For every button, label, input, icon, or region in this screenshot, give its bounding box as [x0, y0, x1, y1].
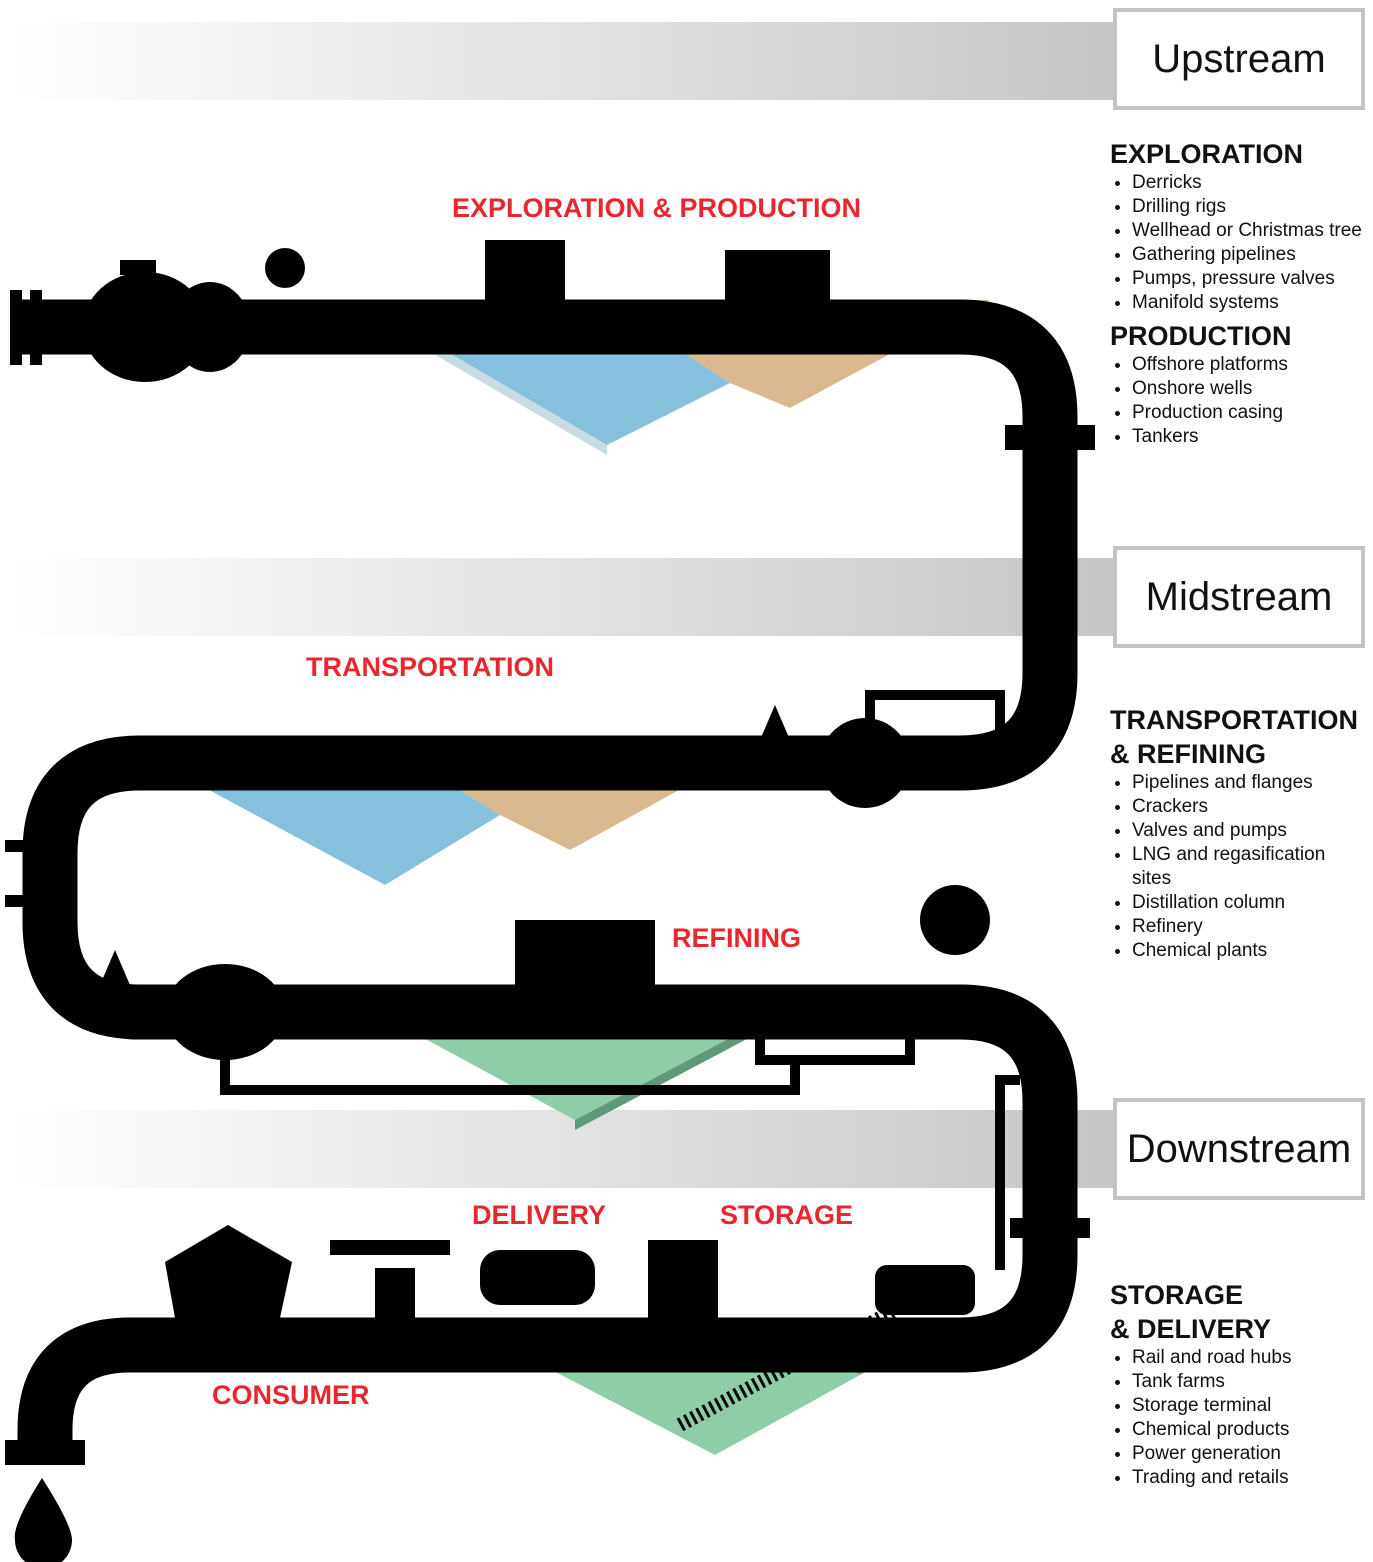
item-list: Rail and road hubsTank farmsStorage term… — [1110, 1346, 1365, 1490]
train-icon — [875, 1265, 975, 1315]
heading-line: STORAGE — [1110, 1278, 1365, 1312]
section-heading: EXPLORATION — [1110, 137, 1365, 171]
heading-line: & REFINING — [1110, 737, 1365, 771]
stage-label: DELIVERY — [472, 1200, 606, 1231]
heading-line: & DELIVERY — [1110, 1312, 1365, 1346]
list-item: Tank farms — [1132, 1370, 1365, 1394]
stage-label: STORAGE — [720, 1200, 853, 1231]
rig-icon — [485, 240, 565, 300]
stage-label: CONSUMER — [212, 1380, 370, 1411]
flange — [1010, 1218, 1090, 1238]
ship-icon — [235, 745, 380, 785]
item-list: Offshore platformsOnshore wellsProductio… — [1110, 353, 1365, 449]
list-item: Crackers — [1132, 795, 1365, 819]
band-label: Midstream — [1113, 546, 1365, 648]
list-item: Offshore platforms — [1132, 353, 1365, 377]
drop-icon — [15, 1478, 72, 1562]
stage-label: REFINING — [672, 923, 801, 954]
station-icon — [330, 1240, 450, 1255]
list-item: Distillation column — [1132, 891, 1365, 915]
list-item: Wellhead or Christmas tree — [1132, 219, 1365, 243]
tank-icon — [648, 1240, 718, 1335]
tree-icon — [265, 248, 305, 288]
list-item: LNG and regasification sites — [1132, 843, 1365, 891]
section-group: TRANSPORTATION& REFININGPipelines and fl… — [1110, 703, 1365, 967]
list-item: Gathering pipelines — [1132, 243, 1365, 267]
heading-line: TRANSPORTATION — [1110, 703, 1365, 737]
stage-label: EXPLORATION & PRODUCTION — [452, 193, 861, 224]
list-item: Chemical plants — [1132, 939, 1365, 963]
flange — [10, 290, 22, 365]
band-label: Downstream — [1113, 1098, 1365, 1200]
list-item: Tankers — [1132, 425, 1365, 449]
list-item: Power generation — [1132, 1442, 1365, 1466]
list-item: Onshore wells — [1132, 377, 1365, 401]
valve-stem — [120, 260, 156, 275]
house-icon — [165, 1225, 292, 1318]
list-item: Manifold systems — [1132, 291, 1365, 315]
list-item: Derricks — [1132, 171, 1365, 195]
list-item: Trading and retails — [1132, 1466, 1365, 1490]
section-group: EXPLORATIONDerricksDrilling rigsWellhead… — [1110, 137, 1365, 453]
refinery-icon — [515, 920, 655, 1000]
pumpjack-icon — [725, 250, 830, 330]
truck-icon — [480, 1250, 595, 1305]
list-item: Rail and road hubs — [1132, 1346, 1365, 1370]
section-group: STORAGE& DELIVERYRail and road hubsTank … — [1110, 1278, 1365, 1494]
valve — [820, 718, 910, 808]
list-item: Drilling rigs — [1132, 195, 1365, 219]
stage-label: TRANSPORTATION — [306, 652, 554, 683]
valve — [522, 740, 622, 775]
list-item: Pipelines and flanges — [1132, 771, 1365, 795]
flange — [1005, 425, 1095, 450]
heading-line: EXPLORATION — [1110, 137, 1365, 171]
list-item: Chemical products — [1132, 1418, 1365, 1442]
section-heading: TRANSPORTATION& REFINING — [1110, 703, 1365, 771]
flange — [5, 840, 45, 852]
list-item: Valves and pumps — [1132, 819, 1365, 843]
list-item: Storage terminal — [1132, 1394, 1365, 1418]
flange — [30, 290, 42, 365]
pump-icon — [375, 1268, 415, 1318]
band-label: Upstream — [1113, 8, 1365, 110]
page: Upstream Midstream Downstream EXPLORATIO… — [0, 0, 1373, 1562]
heading-line: PRODUCTION — [1110, 319, 1365, 353]
list-item: Refinery — [1132, 915, 1365, 939]
valve — [170, 282, 250, 372]
item-list: Pipelines and flangesCrackersValves and … — [1110, 771, 1365, 963]
tree-icon — [100, 950, 130, 985]
section-heading: STORAGE& DELIVERY — [1110, 1278, 1365, 1346]
flange — [5, 1440, 85, 1465]
list-item: Pumps, pressure valves — [1132, 267, 1365, 291]
tree-icon — [760, 705, 790, 740]
item-list: DerricksDrilling rigsWellhead or Christm… — [1110, 171, 1365, 315]
flange — [5, 895, 45, 907]
tree-icon — [920, 885, 990, 955]
valve — [165, 964, 285, 1060]
list-item: Production casing — [1132, 401, 1365, 425]
section-heading: PRODUCTION — [1110, 319, 1365, 353]
